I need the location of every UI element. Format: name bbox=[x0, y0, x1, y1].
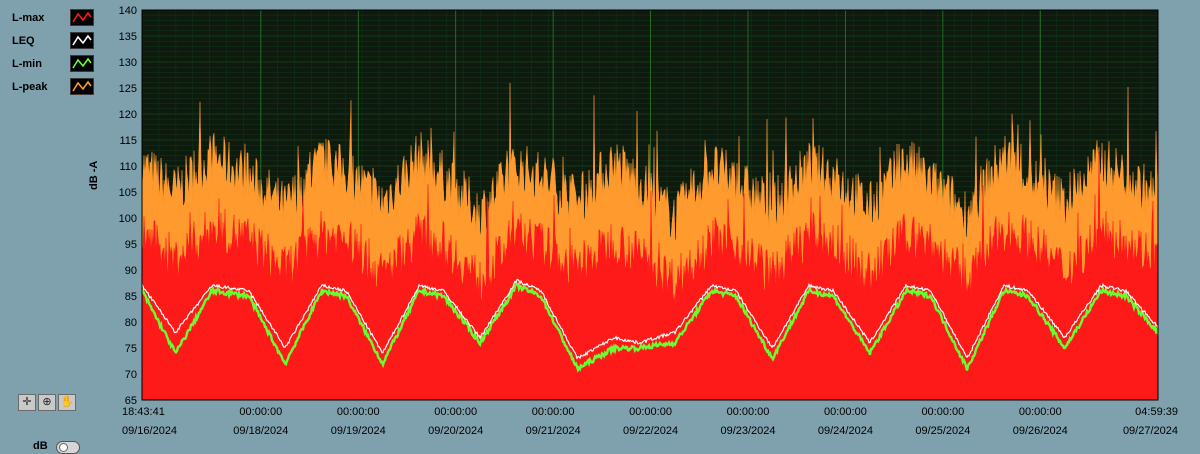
x-tick-time: 00:00:00 bbox=[239, 406, 282, 418]
x-tick-date: 09/25/2024 bbox=[915, 425, 970, 437]
y-tick-label: 115 bbox=[119, 135, 137, 147]
y-tick-label: 120 bbox=[119, 109, 137, 121]
x-tick-time: 00:00:00 bbox=[921, 406, 964, 418]
x-tick-date: 09/19/2024 bbox=[331, 425, 386, 437]
x-tick-time: 18:43:41 bbox=[122, 406, 165, 418]
cursor-move-tool-icon[interactable]: ✛ bbox=[18, 394, 36, 411]
x-tick-time: 04:59:39 bbox=[1135, 406, 1178, 418]
legend-swatch[interactable] bbox=[70, 9, 94, 26]
x-tick-date: 09/20/2024 bbox=[428, 425, 483, 437]
pan-hand-tool-icon[interactable]: ✋ bbox=[58, 394, 76, 411]
x-tick-time: 00:00:00 bbox=[629, 406, 672, 418]
x-tick-time: 00:00:00 bbox=[824, 406, 867, 418]
y-tick-label: 100 bbox=[119, 213, 137, 225]
legend: L-max LEQ L-min L-peak bbox=[12, 6, 94, 98]
y-tick-label: 90 bbox=[125, 265, 137, 277]
legend-item-l-min: L-min bbox=[12, 52, 94, 75]
y-tick-label: 85 bbox=[125, 291, 137, 303]
series-leq bbox=[141, 278, 1159, 360]
legend-swatch[interactable] bbox=[70, 32, 94, 49]
zoom-tool-icon[interactable]: ⊕ bbox=[38, 394, 56, 411]
y-tick-label: 70 bbox=[125, 369, 137, 381]
legend-swatch[interactable] bbox=[70, 55, 94, 72]
x-tick-time: 00:00:00 bbox=[727, 406, 770, 418]
y-tick-label: 95 bbox=[125, 239, 137, 251]
db-toggle-label: dB bbox=[33, 440, 48, 452]
graph-tools-palette: ✛ ⊕ ✋ bbox=[18, 394, 76, 411]
series-l-min bbox=[141, 282, 1160, 373]
x-tick-time: 00:00:00 bbox=[1019, 406, 1062, 418]
y-tick-label: 140 bbox=[119, 5, 137, 17]
y-tick-label: 130 bbox=[119, 57, 137, 69]
plot-frame bbox=[141, 9, 1159, 401]
legend-item-l-peak: L-peak bbox=[12, 75, 94, 98]
x-tick-date: 09/22/2024 bbox=[623, 425, 678, 437]
legend-label: L-min bbox=[12, 57, 42, 70]
y-tick-label: 105 bbox=[119, 187, 137, 199]
x-tick-time: 00:00:00 bbox=[532, 406, 575, 418]
x-tick-date: 09/21/2024 bbox=[526, 425, 581, 437]
y-tick-label: 135 bbox=[119, 31, 137, 43]
x-tick-time: 00:00:00 bbox=[434, 406, 477, 418]
legend-item-leq: LEQ bbox=[12, 29, 94, 52]
x-tick-date: 09/24/2024 bbox=[818, 425, 873, 437]
legend-item-l-max: L-max bbox=[12, 6, 94, 29]
y-tick-label: 110 bbox=[119, 161, 137, 173]
x-tick-date: 09/16/2024 bbox=[122, 425, 177, 437]
y-tick-label: 125 bbox=[119, 83, 137, 95]
legend-label: L-max bbox=[12, 11, 45, 24]
y-tick-label: 65 bbox=[125, 395, 137, 407]
db-toggle-switch[interactable] bbox=[56, 441, 80, 454]
y-tick-label: 75 bbox=[125, 343, 137, 355]
legend-label: LEQ bbox=[12, 34, 35, 47]
x-tick-date: 09/26/2024 bbox=[1013, 425, 1068, 437]
x-tick-time: 00:00:00 bbox=[337, 406, 380, 418]
y-tick-label: 80 bbox=[125, 317, 137, 329]
x-tick-date: 09/27/2024 bbox=[1123, 425, 1178, 437]
legend-label: L-peak bbox=[12, 80, 48, 93]
x-tick-date: 09/23/2024 bbox=[720, 425, 775, 437]
x-tick-date: 09/18/2024 bbox=[233, 425, 288, 437]
legend-swatch[interactable] bbox=[70, 78, 94, 95]
